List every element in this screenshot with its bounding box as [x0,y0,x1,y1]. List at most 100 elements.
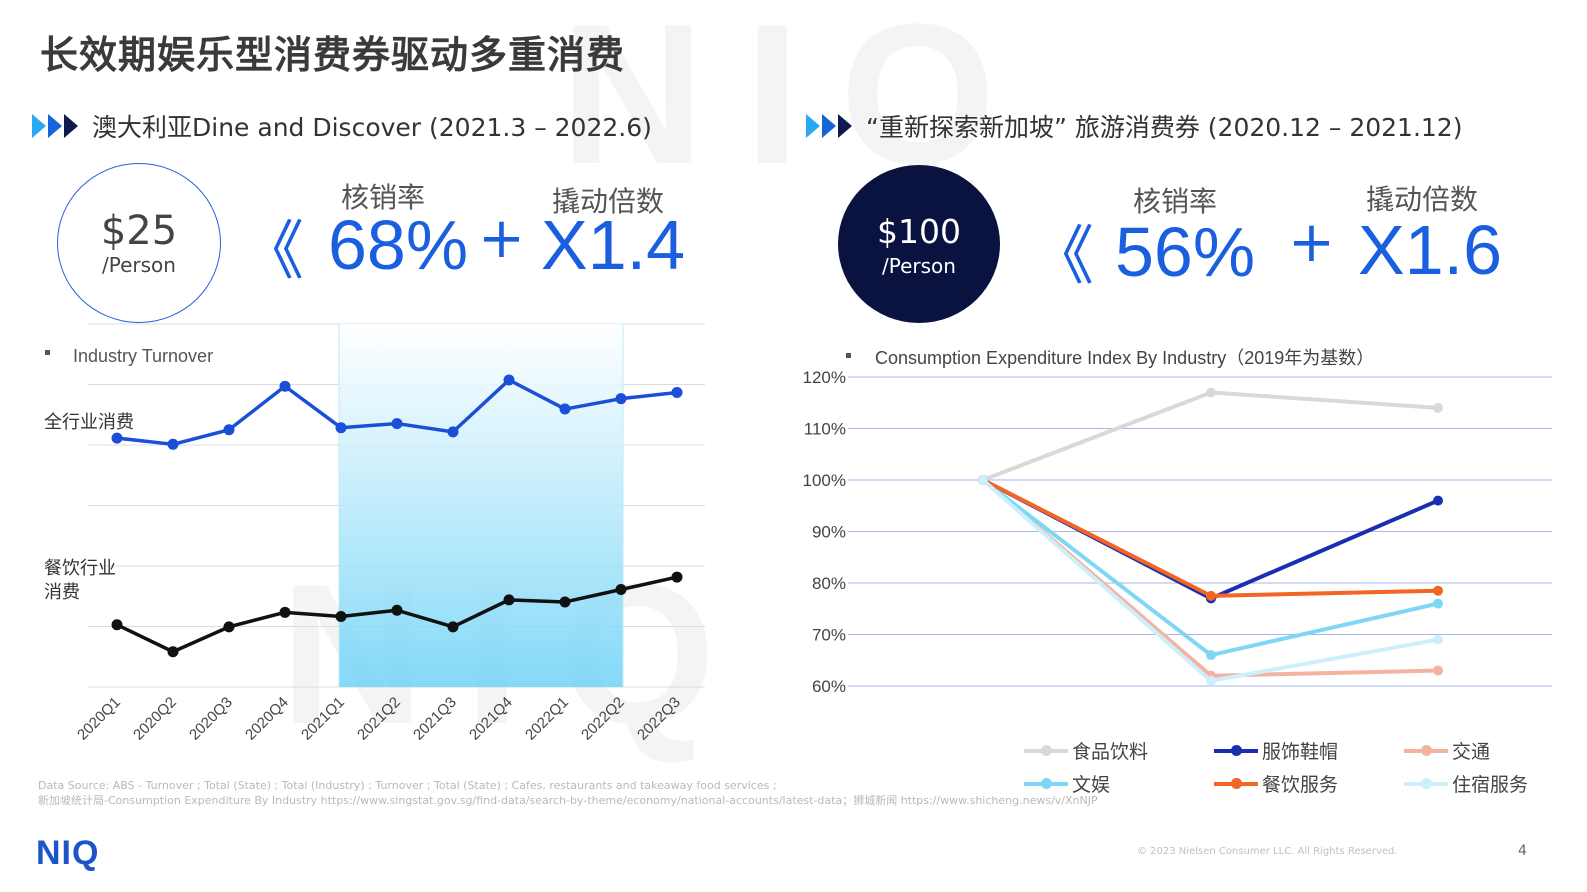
y-tick-label: 90% [812,523,846,542]
data-point [391,604,403,616]
chart-bullet [846,353,851,358]
data-point [1206,650,1216,661]
data-point [335,610,347,622]
legend-swatch [1214,777,1258,789]
left-leverage: X1.4 [541,206,685,284]
x-tick-label: 2022Q1 [522,694,572,744]
legend-swatch [1024,777,1068,789]
series-label-line: 消费 [44,582,80,603]
series-line [981,478,1439,658]
x-tick-label: 2022Q3 [634,694,684,744]
data-point [279,606,291,618]
data-point [559,403,571,415]
left-redemption-rate: 68% [328,206,469,284]
data-point [1206,590,1216,601]
x-tick-label: 2021Q2 [354,694,404,744]
data-point [615,584,627,596]
legend-label: 文娱 [1072,774,1111,796]
data-point [1433,402,1443,413]
data-point [391,418,403,430]
series-label: 全行业消费 [44,412,134,433]
data-source: Data Source: ABS - Turnover ; Total (Sta… [38,778,1188,808]
right-voucher-amount: $100 [877,212,961,251]
legend-swatch [1404,777,1448,789]
data-point [671,386,683,398]
left-bracket-icon: 《 [240,215,304,289]
x-tick-label: 2020Q1 [74,694,124,744]
chart-title: Consumption Expenditure Index By Industr… [875,348,1374,368]
x-tick-label: 2020Q4 [242,694,292,744]
arrow-icon [32,114,46,138]
right-plus: + [1288,210,1335,275]
y-tick-label: 120% [803,368,846,387]
left-heading-text: 澳大利亚Dine and Discover (2021.3 – 2022.6) [92,113,652,142]
y-tick-label: 60% [812,677,846,696]
x-tick-label: 2021Q1 [298,694,348,744]
data-point [1433,598,1443,609]
arrow-icon [838,114,852,138]
legend-swatch [1214,744,1258,756]
consumption-index-chart: Consumption Expenditure Index By Industr… [803,348,1552,696]
data-point [335,422,347,434]
chart-title: Industry Turnover [73,346,213,366]
source-line-1: Data Source: ABS - Turnover ; Total (Sta… [38,779,777,792]
legend-item: 食品饮料 [1024,737,1148,764]
x-tick-label: 2021Q3 [410,694,460,744]
legend-label: 交通 [1452,741,1491,763]
legend-label: 食品饮料 [1072,741,1149,763]
data-point [447,621,459,633]
data-point [1206,387,1216,398]
legend-item: 交通 [1404,737,1490,764]
data-point [503,594,515,606]
series-line [982,390,1439,482]
right-heading-text: “重新探索新加坡” 旅游消费券 (2020.12 – 2021.12) [866,113,1463,142]
niq-logo: NIQ [36,834,100,872]
right-bracket-icon: 《 [1030,220,1094,294]
x-tick-label: 2021Q4 [466,694,516,744]
arrow-icon [806,114,820,138]
data-point [978,475,988,485]
highlight-period [339,324,623,687]
data-point [111,619,123,631]
chart-bullet [45,350,50,355]
left-voucher-circle: $25 /Person [57,163,221,323]
y-tick-label: 80% [812,574,846,593]
right-voucher-circle: $100 /Person [838,165,1000,323]
y-tick-label: 110% [804,420,846,439]
right-redemption-rate: 56% [1115,213,1256,291]
arrow-icon [48,114,62,138]
data-point [223,621,235,633]
data-point [615,393,627,405]
legend-item: 餐饮服务 [1214,770,1338,797]
left-plus: + [478,206,525,271]
legend-label: 服饰鞋帽 [1262,741,1339,763]
arrow-icon [822,114,836,138]
legend-label: 住宿服务 [1452,774,1529,796]
data-point [167,438,179,450]
legend-swatch [1024,744,1068,756]
data-point [447,426,459,438]
legend-label: 餐饮服务 [1262,774,1339,796]
right-leverage-label: 撬动倍数 [1366,183,1479,216]
left-voucher-amount: $25 [100,208,178,254]
legend-swatch [1404,744,1448,756]
data-point [167,646,179,658]
left-voucher-per: /Person [102,253,176,277]
copyright: © 2023 Nielsen Consumer LLC. All Rights … [1137,846,1398,857]
data-point [503,374,515,386]
page-title: 长效期娱乐型消费券驱动多重消费 [40,33,626,77]
data-point [671,571,683,583]
data-point [1433,585,1443,596]
right-redemption-label: 核销率 [1133,185,1218,218]
source-line-2: 新加坡统计局-Consumption Expenditure By Indust… [38,794,1098,807]
x-tick-label: 2020Q2 [130,694,180,744]
x-tick-label: 2020Q3 [186,694,236,744]
left-redemption-label: 核销率 [341,181,426,214]
data-point [559,596,571,608]
data-point [1433,665,1443,676]
series-line [981,478,1439,678]
data-point [1433,495,1443,506]
series-label-line: 餐饮行业 [44,558,116,579]
y-tick-label: 70% [812,626,846,645]
page-number: 4 [1518,843,1527,859]
